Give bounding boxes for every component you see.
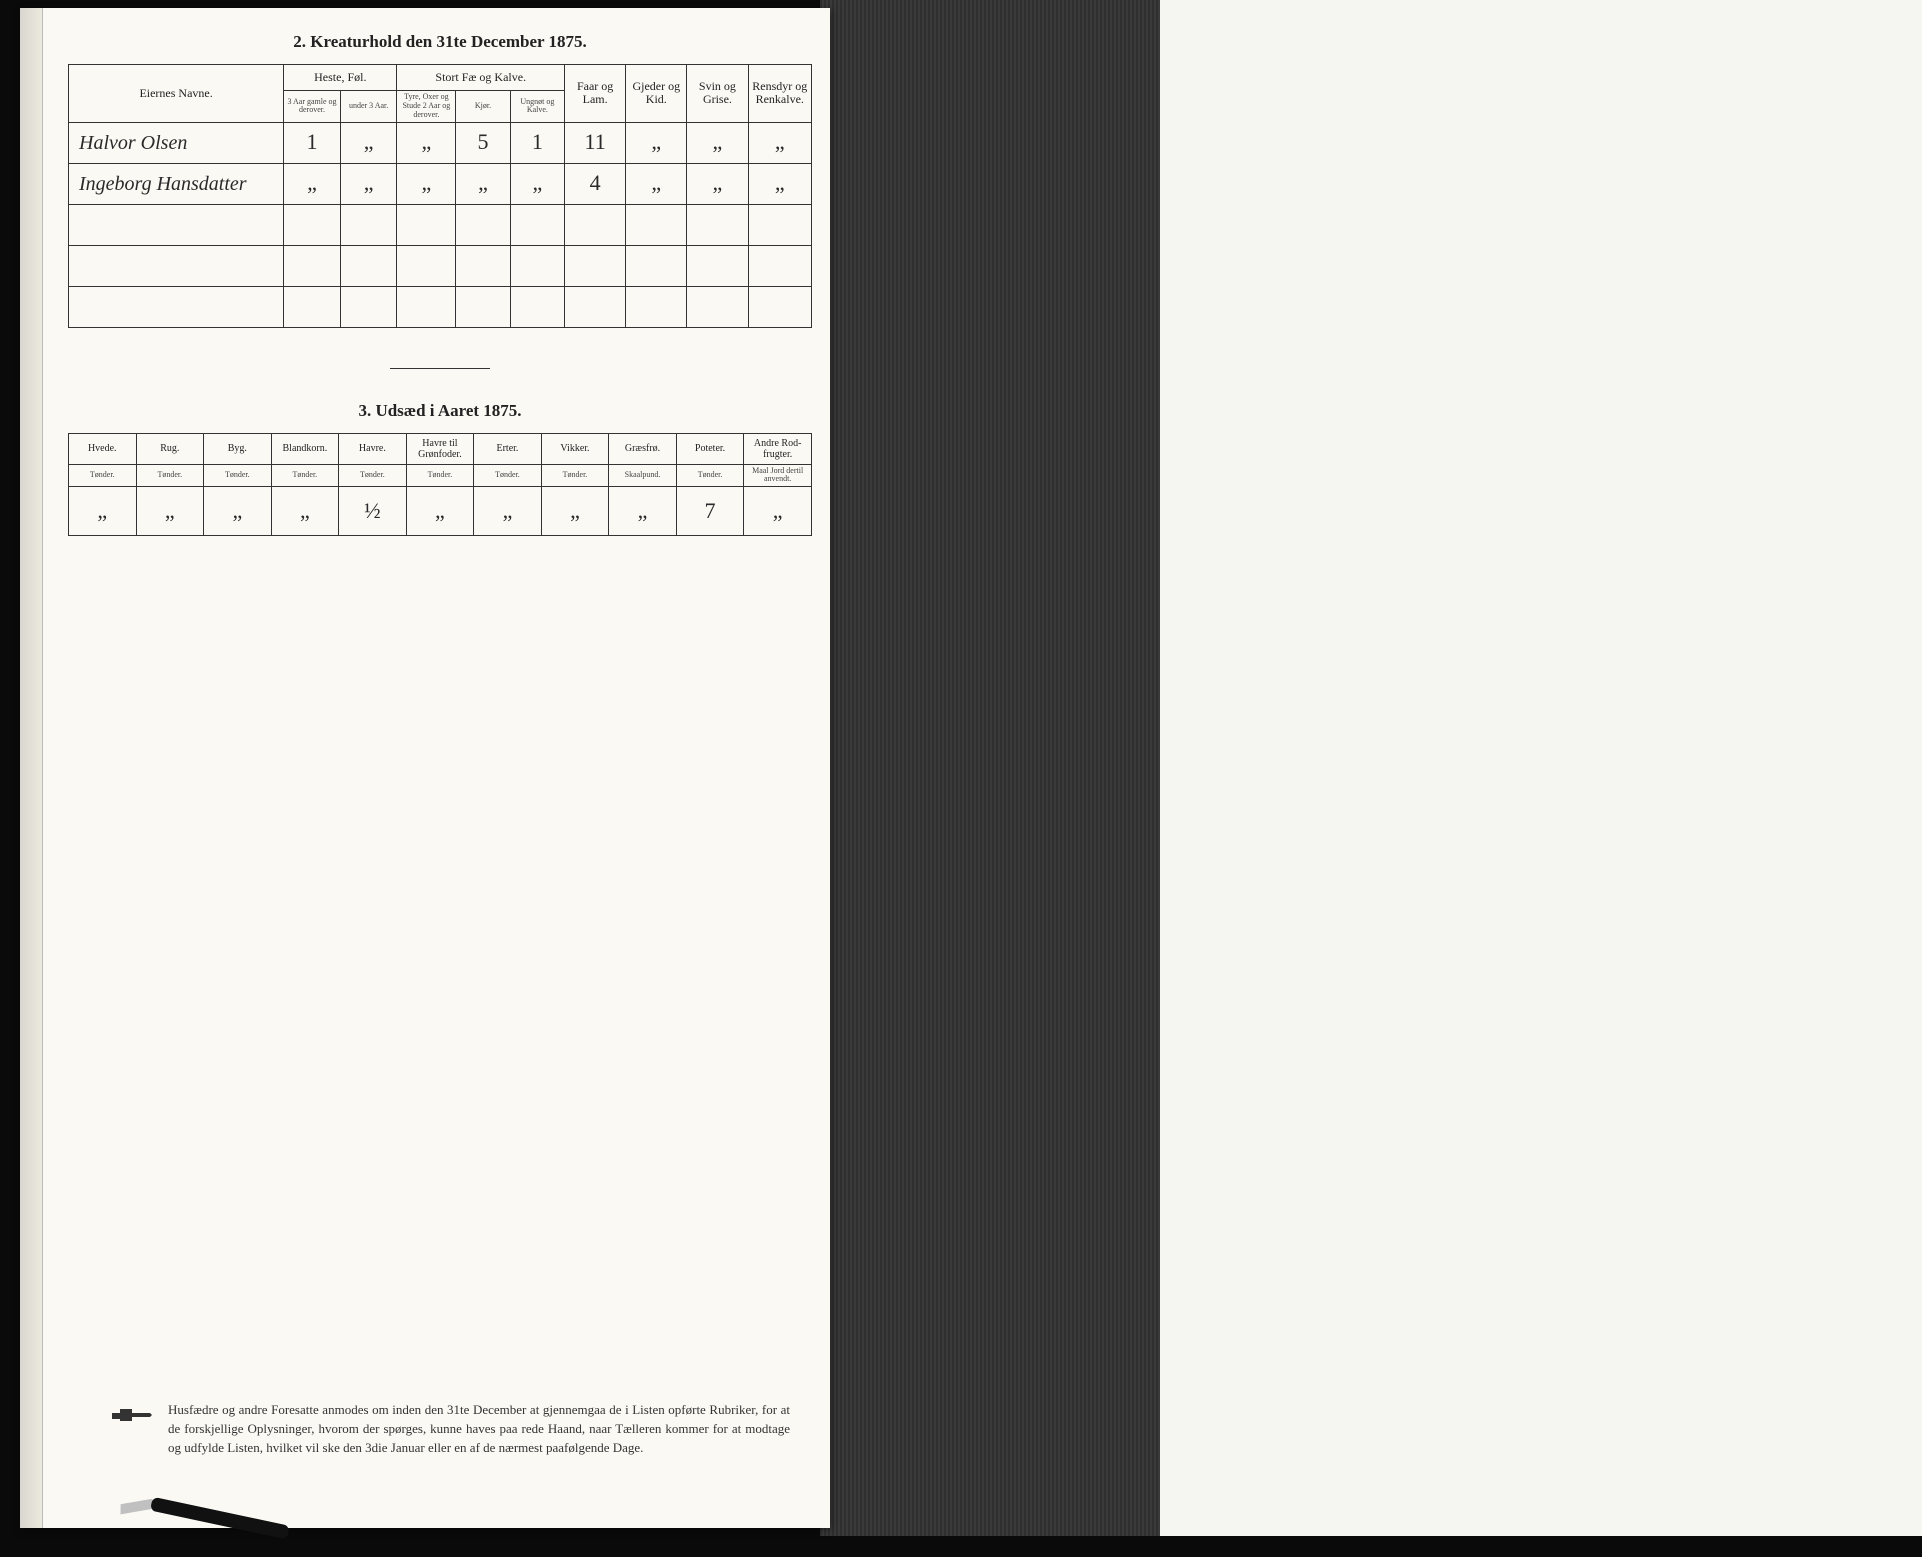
census-form-page: 2. Kreaturhold den 31te December 1875. E… [20,8,830,1528]
cell: „ [687,122,748,163]
cell: „ [609,487,677,536]
cell: „ [69,487,137,536]
section3-title: 3. Udsæd i Aaret 1875. [68,401,812,421]
cell: 4 [565,163,626,204]
cell: „ [136,487,204,536]
unit: Skaalpund. [609,464,677,487]
col-byg: Byg. [204,433,272,464]
col-poteter: Poteter. [676,433,744,464]
page-spine [20,8,43,1528]
cell: „ [284,163,341,204]
col-rug: Rug. [136,433,204,464]
owner-name: Halvor Olsen [69,122,284,163]
section-divider [390,368,490,369]
table-row-empty [69,245,812,286]
unit: Tønder. [339,464,407,487]
col-heste-b: under 3 Aar. [340,91,397,122]
col-vikker: Vikker. [541,433,609,464]
livestock-table: Eiernes Navne. Heste, Føl. Stort Fæ og K… [68,64,812,328]
col-andre: Andre Rod-frugter. [744,433,812,464]
col-rensdyr: Rensdyr og Renkalve. [748,65,811,123]
cell: „ [397,163,456,204]
cell: „ [541,487,609,536]
col-heste-a: 3 Aar gamle og derover. [284,91,341,122]
col-havre: Havre. [339,433,407,464]
cell: „ [271,487,339,536]
cell: 5 [456,122,510,163]
table-row-empty [69,286,812,327]
col-havre-gr: Havre til Grønfoder. [406,433,474,464]
col-stort-c: Ungnøt og Kalve. [510,91,564,122]
unit: Tønder. [69,464,137,487]
unit: Tønder. [204,464,272,487]
col-gjeder: Gjeder og Kid. [626,65,687,123]
cell: „ [510,163,564,204]
col-owner: Eiernes Navne. [69,65,284,123]
grp-heste: Heste, Føl. [284,65,397,91]
unit: Tønder. [474,464,542,487]
col-blandkorn: Blandkorn. [271,433,339,464]
unit: Tønder. [136,464,204,487]
right-blank-panel [1142,0,1922,1536]
cell: „ [626,122,687,163]
cell: „ [748,163,811,204]
table-row: Halvor Olsen 1 „ „ 5 1 11 „ „ „ [69,122,812,163]
cell: 7 [676,487,744,536]
cell: „ [748,122,811,163]
cell: „ [406,487,474,536]
book-gutter-dark [820,0,1160,1536]
unit: Tønder. [541,464,609,487]
cell: „ [744,487,812,536]
cell: 11 [565,122,626,163]
unit: Tønder. [406,464,474,487]
cell: „ [456,163,510,204]
col-faar: Faar og Lam. [565,65,626,123]
owner-name: Ingeborg Hansdatter [69,163,284,204]
cell: 1 [510,122,564,163]
table-row: „ „ „ „ ½ „ „ „ „ 7 „ [69,487,812,536]
table-row-empty [69,204,812,245]
cell: 1 [284,122,341,163]
footer-text: Husfædre og andre Foresatte anmodes om i… [168,1401,790,1458]
cell: „ [626,163,687,204]
col-hvede: Hvede. [69,433,137,464]
cell: ½ [339,487,407,536]
col-stort-a: Tyre, Oxer og Stude 2 Aar og derover. [397,91,456,122]
unit: Tønder. [676,464,744,487]
pointing-hand-icon [110,1405,154,1425]
unit: Maal Jord dertil anvendt. [744,464,812,487]
col-erter: Erter. [474,433,542,464]
grp-stort: Stort Fæ og Kalve. [397,65,565,91]
col-stort-b: Kjør. [456,91,510,122]
cell: „ [474,487,542,536]
cell: „ [687,163,748,204]
cell: „ [340,163,397,204]
cell: „ [397,122,456,163]
sowing-table: Hvede. Rug. Byg. Blandkorn. Havre. Havre… [68,433,812,537]
section2-title: 2. Kreaturhold den 31te December 1875. [68,32,812,52]
unit: Tønder. [271,464,339,487]
col-svin: Svin og Grise. [687,65,748,123]
col-graesfro: Græsfrø. [609,433,677,464]
footer-instruction: Husfædre og andre Foresatte anmodes om i… [110,1401,790,1458]
table-row: Ingeborg Hansdatter „ „ „ „ „ 4 „ „ „ [69,163,812,204]
cell: „ [340,122,397,163]
cell: „ [204,487,272,536]
